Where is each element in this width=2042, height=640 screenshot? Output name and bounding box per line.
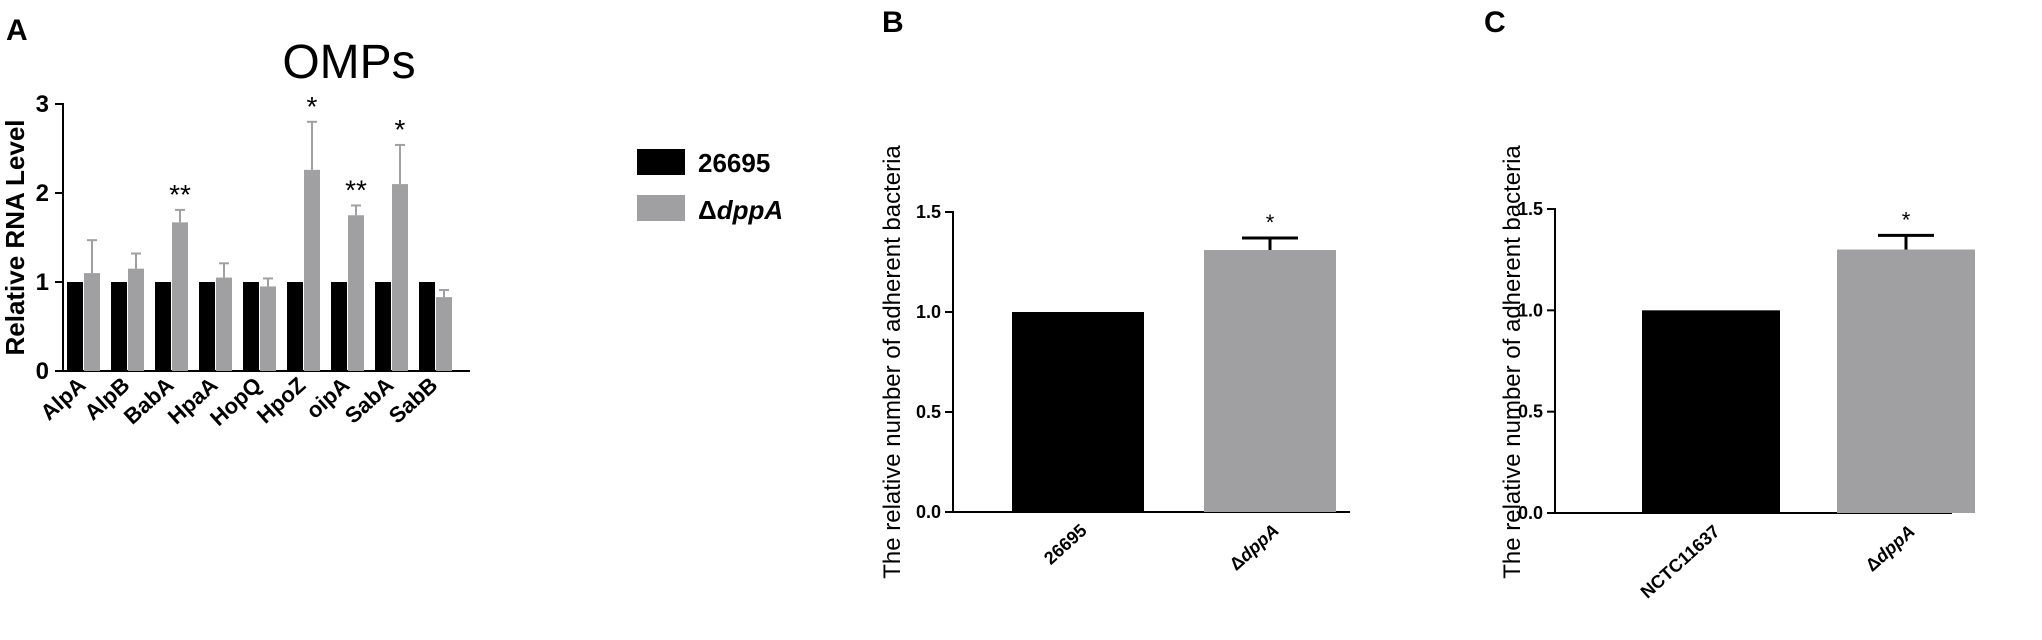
bar-26695 — [375, 282, 391, 371]
y-tick-label: 1.5 — [1518, 199, 1543, 219]
x-tick-label: BabA — [119, 372, 179, 429]
panel-a-legend: 26695 ΔdppA — [637, 148, 783, 225]
bar-26695 — [155, 282, 171, 371]
bar-dppa — [128, 268, 144, 371]
bar-26695 — [67, 282, 83, 371]
x-tick-label-italic: dppA — [1871, 521, 1919, 567]
x-tick-label: NCTC11637 — [1637, 521, 1724, 602]
y-tick-label: 0.0 — [1518, 503, 1543, 523]
significance-label: * — [395, 114, 406, 145]
panel-a-title: OMPs — [282, 36, 415, 89]
y-axis-label: The relative number of adherent bacteria — [879, 145, 906, 579]
x-tick-label: HpoZ — [252, 372, 310, 428]
x-tick-label-text: 26695 — [1040, 520, 1091, 568]
bar-dppa — [1837, 249, 1975, 514]
significance-label: ** — [345, 174, 367, 205]
x-tick-label: SabA — [340, 372, 399, 428]
x-tick-label-text: NCTC11637 — [1637, 521, 1724, 602]
y-tick-label: 0.0 — [916, 502, 941, 522]
bar-dppa — [1204, 250, 1336, 512]
y-axis-label: The relative number of adherent bacteria — [1499, 145, 1526, 579]
legend-label-dppa: ΔdppA — [698, 195, 783, 225]
significance-label: * — [307, 91, 318, 122]
x-tick-label: ΔdppA — [1862, 521, 1919, 575]
bar-wildtype — [1642, 310, 1780, 513]
significance-label: ** — [169, 179, 191, 210]
bar-dppa — [216, 277, 232, 371]
legend-italic: dppA — [717, 195, 783, 225]
bar-dppa — [348, 215, 364, 371]
bar-26695 — [199, 282, 215, 371]
x-tick-label: ΔdppA — [1226, 520, 1283, 574]
x-tick-label-italic: dppA — [1235, 520, 1283, 566]
y-tick-label: 2 — [36, 180, 49, 207]
x-tick-label: 26695 — [1040, 520, 1091, 568]
bar-26695 — [111, 282, 127, 371]
y-tick-label: 1 — [36, 269, 49, 296]
y-tick-label: 1.5 — [916, 202, 941, 222]
significance-label: * — [1266, 210, 1275, 235]
y-tick-label: 0 — [36, 358, 49, 385]
y-tick-label: 1.0 — [1518, 300, 1543, 320]
bar-26695 — [331, 282, 347, 371]
panel-b-letter: B — [882, 6, 904, 39]
legend-label-26695: 26695 — [698, 148, 770, 178]
legend-swatch-26695 — [637, 149, 685, 175]
y-tick-label: 0.5 — [1518, 402, 1543, 422]
panel-c-letter: C — [1484, 6, 1506, 39]
significance-label: * — [1902, 207, 1911, 232]
bar-dppa — [260, 286, 276, 371]
x-tick-label: SabB — [384, 372, 443, 428]
bar-dppa — [436, 297, 452, 371]
y-axis-label: Relative RNA Level — [0, 119, 30, 355]
panel-a-letter: A — [6, 14, 28, 47]
legend-swatch-dppa — [637, 195, 685, 221]
x-tick-label: HopQ — [205, 372, 266, 431]
bar-dppa — [392, 184, 408, 371]
y-tick-label: 0.5 — [916, 402, 941, 422]
y-tick-label: 3 — [36, 91, 49, 118]
panel-b-chart: 0.0 0.5 1.0 1.5 The relative number of adher… — [879, 145, 1350, 579]
legend-delta: Δ — [698, 195, 717, 225]
bar-wildtype — [1012, 312, 1144, 512]
bar-26695 — [243, 282, 259, 371]
y-tick-label: 1.0 — [916, 302, 941, 322]
bar-26695 — [419, 282, 435, 371]
bar-26695 — [287, 282, 303, 371]
bar-dppa — [84, 273, 100, 371]
bar-dppa — [304, 169, 320, 371]
bar-dppa — [172, 222, 188, 371]
